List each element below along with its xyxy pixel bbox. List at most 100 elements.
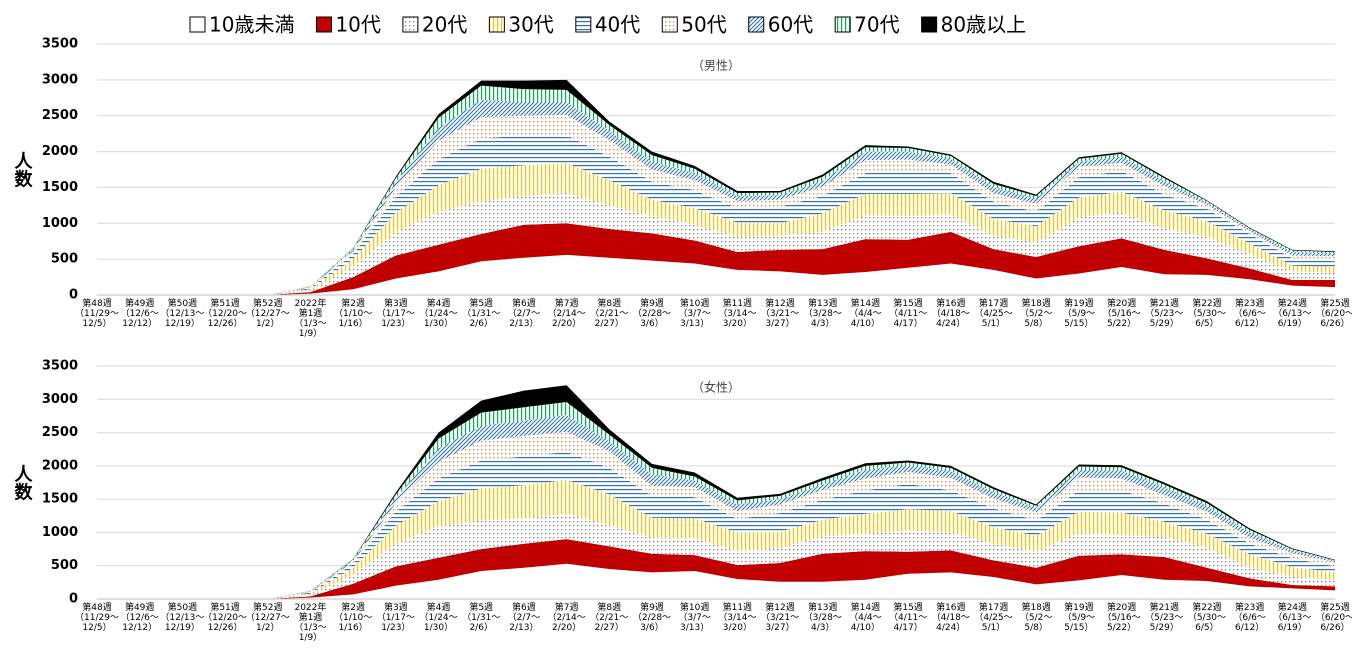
y-axis-label: 人数 (12, 464, 33, 501)
area (97, 223, 1335, 295)
y-tick-label: 500 (51, 252, 78, 267)
x-tick-label: 第22週（5/30～ 6/5） (1188, 601, 1226, 633)
x-tick-label: 第14週（4/4～ 4/10） (849, 297, 882, 329)
legend-swatch (921, 16, 938, 33)
x-tick-label: 第19週（5/9～ 5/15） (1063, 297, 1096, 329)
y-tick-label: 0 (69, 288, 78, 303)
x-tick-label: 第18週（5/2～ 5/8） (1020, 601, 1053, 633)
x-tick-label: 第4週（1/24～ 1/30） (419, 601, 457, 633)
x-tick-label: 第6週（2/7～ 2/13） (508, 601, 541, 633)
x-tick-label: 第5週（1/31～ 2/6） (462, 601, 500, 633)
x-tick-label: 第24週（6/13～ 6/19） (1273, 601, 1311, 633)
area (97, 513, 1335, 599)
legend-swatch (834, 16, 851, 33)
legend-label: 40代 (595, 13, 640, 37)
x-tick-label: 第20週（5/16～ 5/22） (1102, 601, 1140, 633)
x-tick-label: 第50週（12/13～ 12/19） (160, 601, 204, 633)
x-tick-label: 第51週（12/20～ 12/26） (203, 601, 247, 633)
y-tick-label: 1500 (42, 492, 78, 507)
x-tick-label: 第7週（2/14～ 2/20） (547, 601, 585, 633)
x-tick-label: 第11週（3/14～ 3/20） (718, 297, 756, 329)
y-tick-label: 3000 (42, 392, 78, 407)
x-tick-label: 第51週（12/20～ 12/26） (203, 297, 247, 329)
x-tick-label: 第4週（1/24～ 1/30） (419, 297, 457, 329)
y-tick-label: 2000 (42, 144, 78, 159)
x-tick-label: 第2週（1/10～ 1/16） (334, 297, 372, 329)
legend-swatch (661, 16, 678, 33)
x-tick-label: 第22週（5/30～ 6/5） (1188, 297, 1226, 329)
x-tick-label: 第3週（1/17～ 1/23） (377, 297, 415, 329)
y-tick-label: 2500 (42, 108, 78, 123)
legend-swatch (402, 16, 419, 33)
legend-label: 60代 (768, 13, 813, 37)
legend-label: 20代 (422, 13, 467, 37)
x-tick-label: 第24週（6/13～ 6/19） (1273, 297, 1311, 329)
x-tick-label: 第13週（3/28～ 4/3） (804, 297, 842, 329)
area (97, 479, 1335, 599)
x-tick-label: 第25週（6/20～ 6/26） (1316, 297, 1352, 329)
legend-label: 30代 (508, 13, 553, 37)
y-tick-label: 3500 (42, 37, 78, 52)
x-tick-label: 第48週（11/29～ 12/5） (75, 601, 119, 633)
legend-swatch (748, 16, 765, 33)
legend-label: 10代 (335, 13, 380, 37)
y-tick-label: 1000 (42, 525, 78, 540)
y-tick-label: 1000 (42, 216, 78, 231)
y-tick-label: 3500 (42, 359, 78, 374)
x-tick-label: 第14週（4/4～ 4/10） (849, 601, 882, 633)
area (97, 193, 1335, 295)
x-tick-label: 第2週（1/10～ 1/16） (334, 601, 372, 633)
x-tick-label: 第7週（2/14～ 2/20） (547, 297, 585, 329)
legend-swatch (315, 16, 332, 33)
x-tick-label: 第23週（6/6～ 6/12） (1233, 601, 1266, 633)
x-tick-label: 第52週（12/27～ 1/2） (246, 601, 290, 633)
legend-label: 50代 (681, 13, 726, 37)
x-tick-label: 第50週（12/13～ 12/19） (160, 297, 204, 329)
area (97, 539, 1335, 599)
x-tick-label: 第17週（4/25～ 5/1） (974, 601, 1012, 633)
legend: 10歳未満 10代 20代 30代 40代 50代 60代 70代 80歳以上 (189, 13, 1026, 37)
x-tick-label: 第49週（12/6～ 12/12） (121, 601, 159, 633)
x-tick-label: 第18週（5/2～ 5/8） (1020, 297, 1053, 329)
x-tick-label: 第19週（5/9～ 5/15） (1063, 601, 1096, 633)
y-tick-label: 1500 (42, 180, 78, 195)
x-tick-label: 第3週（1/17～ 1/23） (377, 601, 415, 633)
area (97, 563, 1335, 599)
x-tick-label: 第49週（12/6～ 12/12） (121, 297, 159, 329)
x-tick-label: 第10週（3/7～ 3/13） (678, 601, 711, 633)
y-tick-label: 2000 (42, 458, 78, 473)
legend-swatch (189, 16, 206, 33)
legend-swatch (488, 16, 505, 33)
x-tick-label: 2022年第1週（1/3～ 1/9） (294, 297, 327, 339)
area (97, 135, 1335, 295)
x-tick-label: 2022年第1週（1/3～ 1/9） (294, 601, 327, 643)
x-tick-label: 第10週（3/7～ 3/13） (678, 297, 711, 329)
x-tick-label: 第17週（4/25～ 5/1） (974, 297, 1012, 329)
x-tick-label: 第6週（2/7～ 2/13） (508, 297, 541, 329)
x-tick-label: 第15週（4/11～ 4/17） (889, 297, 927, 329)
x-tick-label: 第25週（6/20～ 6/26） (1316, 601, 1352, 633)
x-tick-label: 第12週（3/21～ 3/27） (761, 297, 799, 329)
x-tick-label: 第11週（3/14～ 3/20） (718, 601, 756, 633)
x-tick-label: 第13週（3/28～ 4/3） (804, 601, 842, 633)
legend-label: 70代 (854, 13, 899, 37)
chart-subtitle: （男性） (692, 59, 740, 73)
x-tick-label: 第16週（4/18～ 4/24） (932, 297, 970, 329)
x-tick-label: 第21週（5/23～ 5/29） (1145, 297, 1183, 329)
x-tick-label: 第9週（2/28～ 3/6） (633, 297, 671, 329)
x-tick-label: 第8週（2/21～ 2/27） (590, 297, 628, 329)
x-tick-label: 第8週（2/21～ 2/27） (590, 601, 628, 633)
x-tick-label: 第9週（2/28～ 3/6） (633, 601, 671, 633)
y-tick-label: 3000 (42, 72, 78, 87)
x-tick-label: 第20週（5/16～ 5/22） (1102, 297, 1140, 329)
legend-label: 80歳以上 (941, 13, 1026, 37)
x-tick-label: 第5週（1/31～ 2/6） (462, 297, 500, 329)
area (97, 254, 1335, 295)
x-tick-label: 第12週（3/21～ 3/27） (761, 601, 799, 633)
y-tick-label: 500 (51, 558, 78, 573)
legend-label: 10歳未満 (209, 13, 294, 37)
x-tick-label: 第23週（6/6～ 6/12） (1233, 297, 1266, 329)
x-tick-label: 第48週（11/29～ 12/5） (75, 297, 119, 329)
y-tick-label: 2500 (42, 425, 78, 440)
x-tick-label: 第15週（4/11～ 4/17） (889, 601, 927, 633)
